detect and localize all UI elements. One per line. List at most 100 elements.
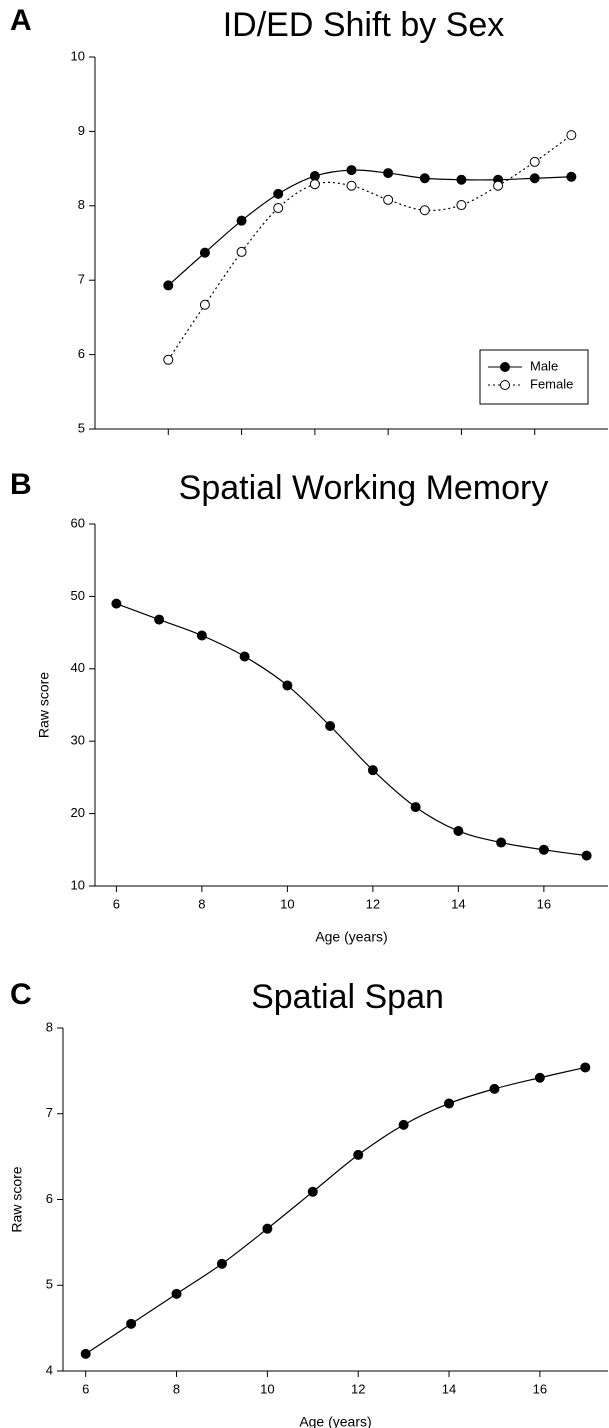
- data-point: [534, 1072, 545, 1083]
- data-point: [273, 188, 284, 199]
- data-point: [262, 1223, 273, 1234]
- y-tick-label: 6: [46, 1191, 53, 1206]
- y-tick-label: 50: [71, 588, 85, 603]
- legend-marker: [500, 362, 510, 372]
- y-tick-label: 4: [46, 1362, 53, 1377]
- series-line: [116, 603, 587, 857]
- data-point: [367, 765, 378, 776]
- x-tick-label: 6: [82, 1381, 89, 1396]
- data-point: [444, 1098, 455, 1109]
- data-point: [309, 171, 320, 182]
- y-tick-label: 8: [46, 1019, 53, 1034]
- data-point: [581, 850, 592, 861]
- data-point: [196, 630, 207, 641]
- data-point: [383, 168, 394, 179]
- data-point: [154, 614, 165, 625]
- series-line: [167, 134, 572, 361]
- data-point: [307, 1186, 318, 1197]
- data-point: [325, 720, 336, 731]
- data-point: [419, 173, 430, 184]
- x-tick-label: 16: [533, 1381, 547, 1396]
- data-point: [456, 200, 467, 211]
- y-tick-label: 10: [71, 877, 85, 892]
- data-point: [529, 156, 540, 167]
- data-point: [398, 1119, 409, 1130]
- data-point: [346, 165, 357, 176]
- y-tick-label: 40: [71, 660, 85, 675]
- data-point: [529, 173, 540, 184]
- legend-label: Male: [530, 358, 558, 373]
- y-tick-label: 10: [71, 48, 85, 63]
- data-point: [163, 354, 174, 365]
- data-point: [410, 802, 421, 813]
- data-point: [216, 1258, 227, 1269]
- data-point: [538, 844, 549, 855]
- x-tick-label: 12: [366, 896, 380, 911]
- data-point: [126, 1318, 137, 1329]
- data-point: [239, 651, 250, 662]
- data-point: [111, 598, 122, 609]
- data-point: [236, 215, 247, 226]
- chart-title: Spatial Working Memory: [179, 469, 549, 507]
- data-point: [489, 1083, 500, 1094]
- legend-box: [479, 349, 589, 405]
- x-tick-label: 6: [113, 896, 120, 911]
- y-tick-label: 5: [78, 420, 85, 435]
- data-point: [80, 1348, 91, 1359]
- y-tick-label: 60: [71, 515, 85, 530]
- x-tick-label: 14: [442, 1381, 456, 1396]
- data-point: [580, 1062, 591, 1073]
- panel-letter: C: [10, 978, 32, 1011]
- x-axis-label: Age (years): [315, 929, 387, 945]
- x-tick-label: 12: [351, 1381, 365, 1396]
- data-point: [496, 837, 507, 848]
- x-tick-label: 16: [537, 896, 551, 911]
- data-point: [419, 205, 430, 216]
- data-point: [456, 174, 467, 185]
- data-point: [346, 180, 357, 191]
- panel: A ID/ED Shift by Sex 5 6 7 8 9 10 Male Female: [10, 4, 608, 435]
- data-point: [566, 130, 577, 141]
- panel-letter: B: [10, 468, 32, 501]
- x-tick-label: 10: [260, 1381, 274, 1396]
- panel: C Spatial Span 4 5 6 7 8 6 8 10 12 14 16 Age (years) R…: [9, 978, 608, 1428]
- data-point: [566, 171, 577, 182]
- data-point: [171, 1288, 182, 1299]
- x-tick-label: 8: [173, 1381, 180, 1396]
- data-point: [236, 246, 247, 257]
- x-tick-label: 8: [198, 896, 205, 911]
- data-point: [353, 1149, 364, 1160]
- y-tick-label: 30: [71, 733, 85, 748]
- series-line: [167, 169, 572, 286]
- panel: B Spatial Working Memory 10 20 30 40 50 60 6 8 10 1…: [10, 468, 608, 945]
- data-point: [309, 179, 320, 190]
- data-point: [273, 203, 284, 214]
- data-point: [163, 280, 174, 291]
- panel-letter: A: [10, 4, 32, 37]
- legend-label: Female: [530, 376, 573, 391]
- y-tick-label: 20: [71, 805, 85, 820]
- legend-marker: [500, 380, 510, 390]
- y-tick-label: 5: [46, 1277, 53, 1292]
- chart-title: Spatial Span: [251, 978, 444, 1016]
- x-axis-label: Age (years): [299, 1414, 371, 1428]
- x-tick-label: 14: [451, 896, 465, 911]
- y-axis-label: Raw score: [9, 1166, 25, 1232]
- y-tick-label: 7: [78, 272, 85, 287]
- data-point: [199, 299, 210, 310]
- chart-title: ID/ED Shift by Sex: [223, 6, 505, 44]
- y-tick-label: 8: [78, 197, 85, 212]
- y-axis-label: Raw score: [36, 672, 52, 738]
- y-tick-label: 9: [78, 123, 85, 138]
- data-point: [493, 180, 504, 191]
- data-point: [199, 247, 210, 258]
- data-point: [453, 825, 464, 836]
- data-point: [282, 680, 293, 691]
- x-tick-label: 10: [280, 896, 294, 911]
- series-line: [85, 1066, 586, 1355]
- y-tick-label: 7: [46, 1105, 53, 1120]
- y-tick-label: 6: [78, 346, 85, 361]
- data-point: [383, 194, 394, 205]
